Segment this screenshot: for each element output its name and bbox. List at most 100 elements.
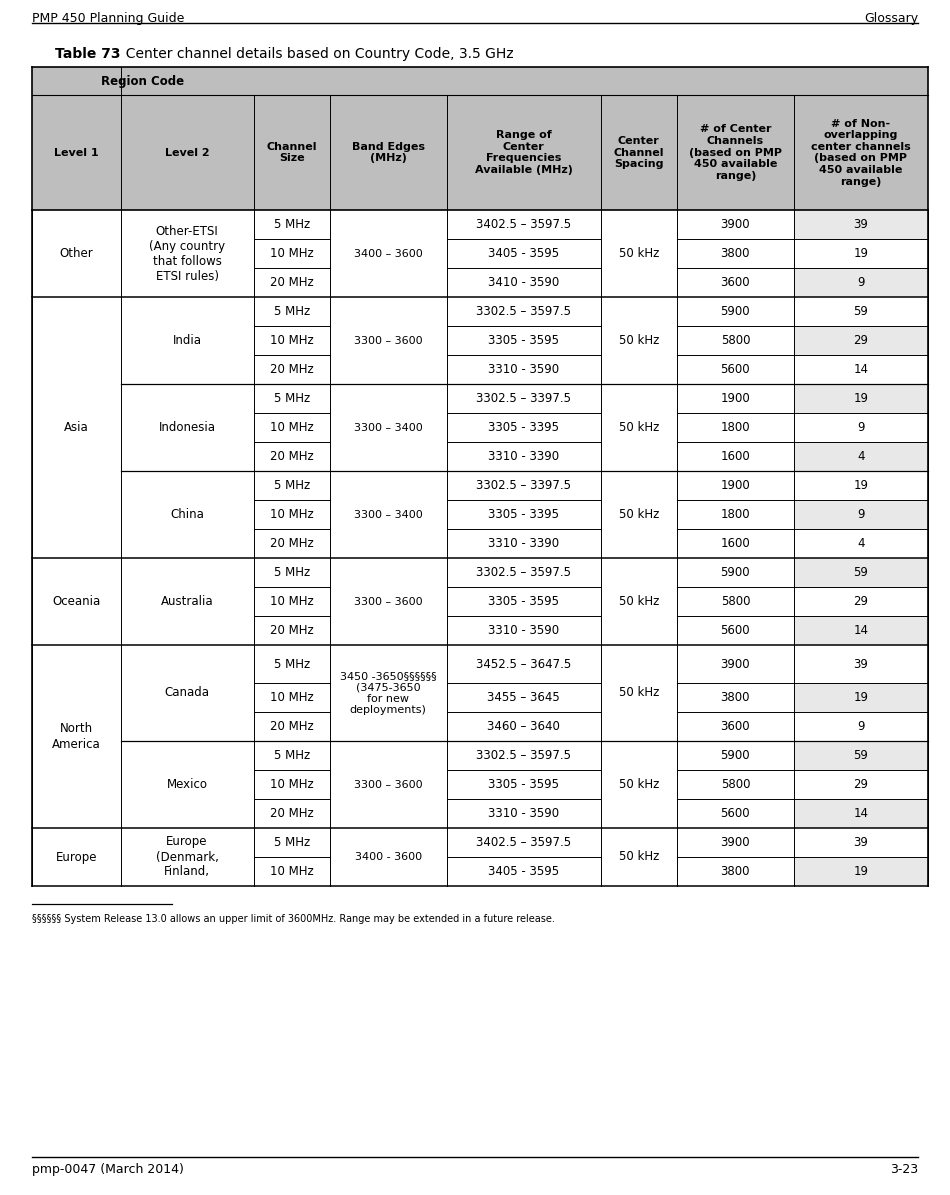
Bar [794, 355, 928, 384]
Bar [254, 684, 330, 712]
Text: 9: 9 [857, 508, 864, 521]
Text: 3305 - 3595: 3305 - 3595 [488, 778, 560, 791]
Text: 10 MHz: 10 MHz [270, 333, 314, 347]
Bar [677, 615, 794, 645]
Text: 14: 14 [853, 807, 868, 820]
Bar [794, 712, 928, 741]
Bar [446, 239, 600, 268]
Bar [330, 558, 446, 645]
Text: 50 kHz: 50 kHz [618, 508, 659, 521]
Bar [330, 67, 446, 94]
Bar [32, 645, 121, 828]
Bar [794, 828, 928, 857]
Bar [677, 500, 794, 529]
Text: 3405 - 3595: 3405 - 3595 [488, 865, 560, 878]
Text: Region Code: Region Code [102, 74, 184, 87]
Text: 3300 – 3600: 3300 – 3600 [354, 596, 423, 607]
Bar [121, 94, 254, 210]
Bar [794, 67, 928, 94]
Text: 59: 59 [853, 305, 868, 318]
Bar [330, 210, 446, 298]
Bar [446, 413, 600, 442]
Bar [794, 413, 928, 442]
Bar [600, 558, 677, 645]
Text: 5 MHz: 5 MHz [274, 305, 310, 318]
Bar [677, 471, 794, 500]
Bar [254, 442, 330, 471]
Bar [794, 741, 928, 770]
Bar [446, 67, 600, 94]
Bar [121, 471, 254, 558]
Bar [794, 684, 928, 712]
Bar [794, 442, 928, 471]
Bar [254, 413, 330, 442]
Bar [794, 326, 928, 355]
Bar [446, 94, 600, 210]
Text: 9: 9 [857, 421, 864, 434]
Text: Australia: Australia [161, 595, 214, 608]
Text: 3900: 3900 [720, 657, 750, 670]
Bar [677, 558, 794, 587]
Text: 3600: 3600 [720, 721, 750, 733]
Text: 1900: 1900 [720, 479, 750, 492]
Bar [677, 684, 794, 712]
Bar [600, 210, 677, 298]
Bar [600, 741, 677, 828]
Bar [446, 471, 600, 500]
Text: 5 MHz: 5 MHz [274, 392, 310, 405]
Text: 50 kHz: 50 kHz [618, 778, 659, 791]
Bar [600, 645, 677, 741]
Text: 19: 19 [853, 479, 868, 492]
Text: 3402.5 – 3597.5: 3402.5 – 3597.5 [476, 217, 571, 231]
Text: 10 MHz: 10 MHz [270, 778, 314, 791]
Bar [794, 298, 928, 326]
Text: 3305 - 3395: 3305 - 3395 [488, 508, 560, 521]
Text: 19: 19 [853, 691, 868, 704]
Bar [446, 384, 600, 413]
Bar [121, 384, 254, 471]
Text: Range of
Center
Frequencies
Available (MHz): Range of Center Frequencies Available (M… [475, 130, 573, 174]
Bar [600, 384, 677, 471]
Bar [677, 298, 794, 326]
Text: 5800: 5800 [721, 333, 750, 347]
Text: 10 MHz: 10 MHz [270, 421, 314, 434]
Bar [254, 210, 330, 239]
Bar [677, 67, 794, 94]
Text: 20 MHz: 20 MHz [270, 276, 314, 289]
Text: 3305 - 3395: 3305 - 3395 [488, 421, 560, 434]
Bar [446, 442, 600, 471]
Text: 5 MHz: 5 MHz [274, 566, 310, 580]
Text: Center channel details based on Country Code, 3.5 GHz: Center channel details based on Country … [117, 47, 514, 61]
Text: 3302.5 – 3397.5: 3302.5 – 3397.5 [476, 479, 571, 492]
Bar [600, 471, 677, 558]
Bar [446, 645, 600, 684]
Bar [254, 741, 330, 770]
Bar [121, 741, 254, 828]
Text: Other: Other [60, 247, 93, 261]
Text: Channel
Size: Channel Size [266, 142, 317, 164]
Bar [677, 384, 794, 413]
Text: 5800: 5800 [721, 595, 750, 608]
Bar [121, 298, 254, 384]
Text: 3452.5 – 3647.5: 3452.5 – 3647.5 [476, 657, 571, 670]
Text: 20 MHz: 20 MHz [270, 807, 314, 820]
Bar [254, 384, 330, 413]
Text: 3310 - 3390: 3310 - 3390 [488, 537, 560, 550]
Text: 9: 9 [857, 721, 864, 733]
Text: 4: 4 [857, 537, 864, 550]
Bar [121, 828, 254, 885]
Text: Center
Channel
Spacing: Center Channel Spacing [614, 136, 664, 170]
Bar [794, 268, 928, 298]
Text: 3310 - 3590: 3310 - 3590 [488, 363, 560, 376]
Text: 1900: 1900 [720, 392, 750, 405]
Text: 5 MHz: 5 MHz [274, 657, 310, 670]
Text: 19: 19 [853, 865, 868, 878]
Text: 5 MHz: 5 MHz [274, 749, 310, 762]
Text: 29: 29 [853, 778, 868, 791]
Text: North
America: North America [52, 723, 101, 750]
Bar [677, 210, 794, 239]
Text: 3410 - 3590: 3410 - 3590 [488, 276, 560, 289]
Bar [254, 857, 330, 885]
Text: 9: 9 [857, 276, 864, 289]
Text: 59: 59 [853, 749, 868, 762]
